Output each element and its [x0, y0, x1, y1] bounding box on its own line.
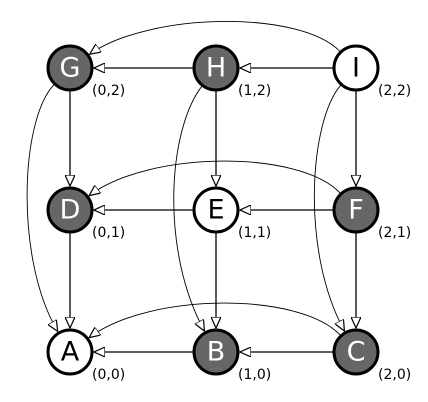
node-label: B — [207, 337, 226, 368]
node-circle — [192, 44, 240, 92]
node-label: G — [60, 53, 81, 84]
node-c: C (2,0) — [332, 328, 411, 383]
node-coordinate-label: (0,2) — [92, 83, 125, 99]
node-circle — [332, 328, 380, 376]
node-label: F — [348, 195, 364, 226]
node-circle — [192, 328, 240, 376]
node-coordinate-label: (1,2) — [238, 83, 271, 99]
node-label: A — [61, 337, 80, 368]
node-circle — [332, 44, 380, 92]
nodes: G (0,2) H (1,2) I (2,2) D (0,1) E (1,1) F (2,1) A (0,… — [46, 44, 411, 383]
edge-f-to-d — [89, 160, 341, 196]
node-b: B (1,0) — [192, 328, 271, 383]
node-label: H — [206, 53, 226, 84]
edge-c-to-a — [89, 302, 341, 338]
node-i: I (2,2) — [332, 44, 411, 99]
node-a: A (0,0) — [46, 328, 125, 383]
node-coordinate-label: (0,1) — [92, 225, 125, 241]
node-circle — [46, 44, 94, 92]
node-coordinate-label: (1,0) — [238, 367, 271, 383]
edge-g-to-a — [26, 84, 58, 332]
node-circle — [332, 186, 380, 234]
edge-i-to-c — [313, 84, 344, 331]
node-coordinate-label: (2,0) — [378, 367, 411, 383]
node-coordinate-label: (0,0) — [92, 367, 125, 383]
node-coordinate-label: (2,2) — [378, 83, 411, 99]
node-label: D — [60, 195, 81, 226]
node-circle — [46, 328, 94, 376]
edge-i-to-g — [90, 21, 341, 54]
node-g: G (0,2) — [46, 44, 125, 99]
node-label: C — [347, 337, 366, 368]
node-label: I — [352, 53, 360, 84]
node-circle — [192, 186, 240, 234]
node-circle — [46, 186, 94, 234]
node-d: D (0,1) — [46, 186, 125, 241]
node-e: E (1,1) — [192, 186, 271, 241]
node-h: H (1,2) — [192, 44, 271, 99]
node-label: E — [207, 195, 224, 226]
node-f: F (2,1) — [332, 186, 411, 241]
edge-h-to-b — [173, 85, 205, 331]
node-coordinate-label: (1,1) — [238, 225, 271, 241]
node-coordinate-label: (2,1) — [378, 225, 411, 241]
edges — [26, 21, 356, 352]
